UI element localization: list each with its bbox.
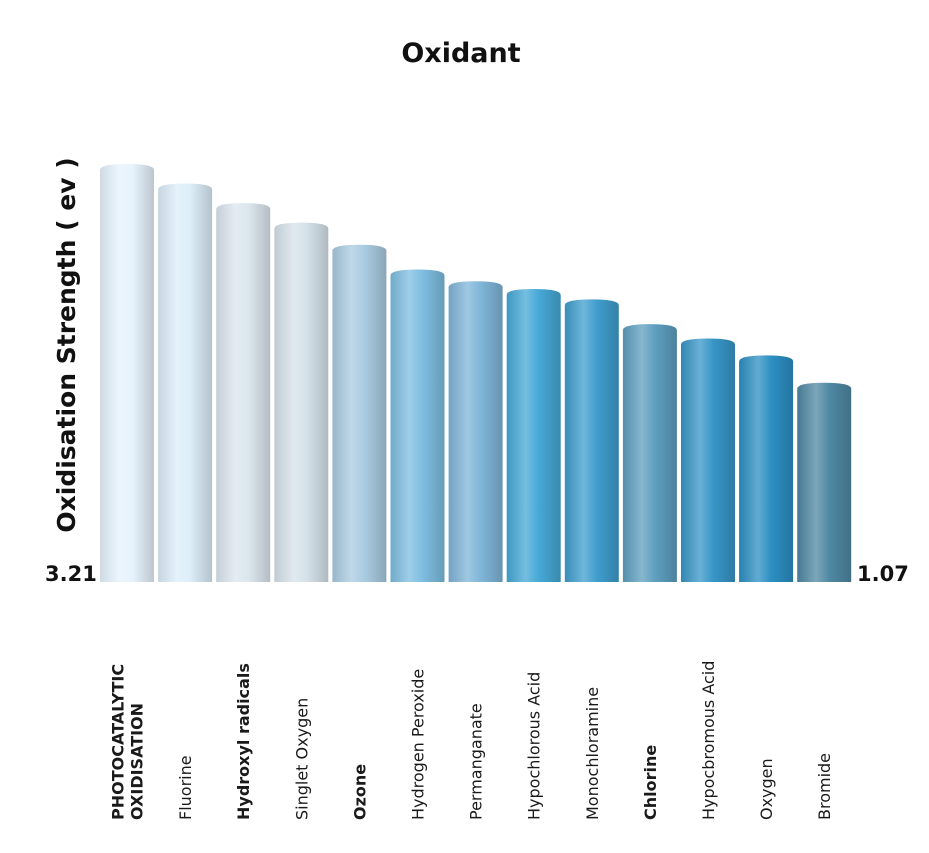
bar-hydrogen-peroxide — [390, 269, 445, 582]
bar-oxygen — [739, 355, 794, 582]
category-label: Bromide — [815, 753, 834, 820]
min-value-label: 1.07 — [857, 562, 909, 586]
bars-group — [100, 164, 852, 582]
category-label: OXIDISATION — [128, 703, 147, 820]
bar-hypocbromous-acid — [681, 338, 735, 582]
bar-fluorine — [158, 183, 213, 582]
category-label: Permanganate — [467, 703, 486, 820]
bar-singlet-oxygen — [274, 222, 329, 582]
category-label: Monochloramine — [583, 687, 602, 820]
category-labels-group: PHOTOCATALYTIC OXIDISATION Fluorine Hydroxy… — [109, 661, 835, 820]
category-label: Hydroxyl radicals — [234, 663, 253, 820]
category-label: Ozone — [350, 764, 369, 820]
chart-title: Oxidant — [401, 38, 520, 69]
bar-permanganate — [448, 281, 503, 582]
bar-bromide — [797, 382, 852, 582]
bar-chlorine — [622, 324, 677, 582]
bar-photocatalytic-oxidisation — [100, 164, 154, 582]
category-label: Fluorine — [176, 755, 195, 820]
category-label: Hypochlorous Acid — [525, 672, 544, 820]
category-label: PHOTOCATALYTIC — [109, 664, 128, 820]
y-axis-label: Oxidisation Strength ( ev ) — [52, 157, 81, 532]
bar-hypochlorous-acid — [506, 289, 561, 582]
bar-hydroxyl-radicals — [216, 203, 271, 582]
bar-ozone — [332, 244, 387, 582]
category-label: Singlet Oxygen — [292, 698, 311, 820]
category-label: Hypocbromous Acid — [699, 661, 718, 820]
category-label: Chlorine — [641, 745, 660, 820]
bar-monochloramine — [564, 299, 619, 582]
category-label: Hydrogen Peroxide — [409, 669, 428, 820]
category-label: Oxygen — [757, 758, 776, 820]
max-value-label: 3.21 — [45, 562, 97, 586]
